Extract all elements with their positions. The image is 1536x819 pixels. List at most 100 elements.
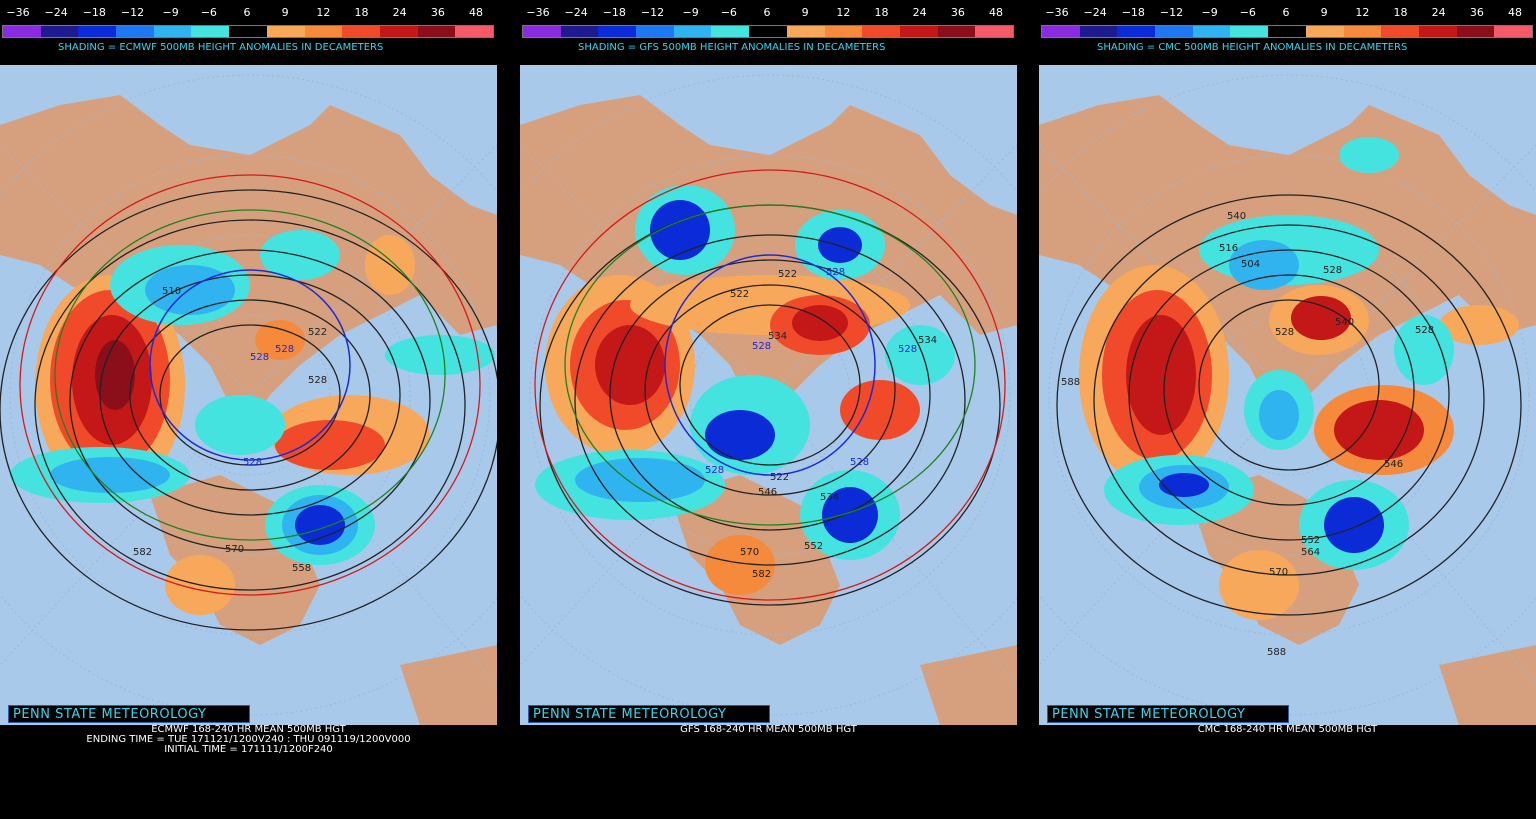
scale-label: 9 bbox=[801, 6, 809, 19]
scale-label: −12 bbox=[120, 6, 145, 19]
land-arctic bbox=[0, 95, 497, 425]
contour-label: 540 bbox=[1227, 211, 1246, 222]
contour-label: 534 bbox=[918, 335, 937, 346]
scale-label: 18 bbox=[354, 6, 369, 19]
contour-label: 528 bbox=[243, 457, 262, 468]
penn-state-branding: PENN STATE METEOROLOGY bbox=[528, 705, 770, 723]
scale-labels: −36 −24 −18 −12 −9 −6 6 9 12 18 24 36 48 bbox=[520, 5, 1014, 21]
scale-swatch bbox=[711, 26, 750, 37]
scale-swatch bbox=[1268, 26, 1306, 37]
scale-swatch bbox=[1117, 26, 1156, 37]
scale-label: −9 bbox=[162, 6, 179, 19]
scale-swatch bbox=[1230, 26, 1269, 37]
scale-swatch bbox=[975, 26, 1013, 37]
scale-swatch bbox=[636, 26, 674, 37]
scale-labels: −36 −24 −18 −12 −9 −6 6 9 12 18 24 36 48 bbox=[0, 5, 494, 21]
scale-swatch bbox=[191, 26, 230, 37]
scale-swatch bbox=[266, 26, 305, 37]
scale-label: −36 bbox=[6, 6, 30, 19]
scale-label: −18 bbox=[602, 6, 626, 19]
scale-label: 48 bbox=[1508, 6, 1522, 19]
scale-swatch bbox=[1042, 26, 1080, 37]
scale-label: 12 bbox=[316, 6, 331, 19]
penn-state-branding: PENN STATE METEOROLOGY bbox=[1047, 705, 1289, 723]
scale-swatch bbox=[3, 26, 41, 37]
contour-label: 528 bbox=[850, 457, 869, 468]
contour-label: 522 bbox=[730, 289, 749, 300]
contour-label: 588 bbox=[1061, 377, 1080, 388]
contour-label: 522 bbox=[308, 327, 327, 338]
scale-label: −6 bbox=[1239, 6, 1256, 19]
scale-swatch bbox=[899, 26, 938, 37]
scale-swatch bbox=[1381, 26, 1419, 37]
scale-swatch bbox=[560, 26, 599, 37]
contour-label: 564 bbox=[1301, 547, 1320, 558]
scale-swatch bbox=[824, 26, 863, 37]
contour-label: 558 bbox=[292, 563, 311, 574]
contour-label: 546 bbox=[1384, 459, 1403, 470]
anomaly-color-scale: −36 −24 −18 −12 −9 −6 6 9 12 18 24 36 48 bbox=[0, 5, 494, 38]
anomaly-color-scale: −36 −24 −18 −12 −9 −6 6 9 12 18 24 36 48 bbox=[520, 5, 1014, 38]
scale-label: 36 bbox=[950, 6, 965, 19]
contour-label: 540 bbox=[1335, 317, 1354, 328]
contour-label: 552 bbox=[1301, 535, 1320, 546]
scale-swatch bbox=[1192, 26, 1231, 37]
map-caption: CMC 168-240 HR MEAN 500MB HGT bbox=[1197, 724, 1378, 735]
scale-label: −12 bbox=[1159, 6, 1184, 19]
contour-label: 534 bbox=[820, 492, 839, 503]
contour-label: 552 bbox=[804, 541, 823, 552]
scale-swatch bbox=[342, 26, 380, 37]
scale-swatch bbox=[1343, 26, 1382, 37]
ecmwf-anomaly-map: 510 522 528 528 528 528 582 570 558 bbox=[0, 65, 497, 725]
scale-swatch bbox=[749, 26, 787, 37]
contour-label: 534 bbox=[768, 331, 787, 342]
scale-swatch bbox=[116, 26, 154, 37]
ecmwf-panel: −36 −24 −18 −12 −9 −6 6 9 12 18 24 36 48 SHADING = E… bbox=[0, 0, 497, 819]
map-subtitle: SHADING = ECMWF 500MB HEIGHT ANOMALIES I… bbox=[58, 42, 384, 53]
contour-label: 582 bbox=[133, 547, 152, 558]
scale-swatch bbox=[673, 26, 712, 37]
map-caption: GFS 168-240 HR MEAN 500MB HGT bbox=[680, 724, 857, 735]
scale-label: −6 bbox=[200, 6, 217, 19]
scale-swatch bbox=[937, 26, 976, 37]
scale-label: 6 bbox=[1282, 6, 1290, 19]
scale-bar bbox=[522, 25, 1014, 38]
map-subtitle: SHADING = CMC 500MB HEIGHT ANOMALIES IN … bbox=[1097, 42, 1408, 53]
scale-label: 24 bbox=[1431, 6, 1446, 19]
scale-swatch bbox=[786, 26, 825, 37]
contour-label: 528 bbox=[705, 465, 724, 476]
scale-label: 12 bbox=[836, 6, 851, 19]
scale-swatch bbox=[40, 26, 79, 37]
scale-label: 48 bbox=[989, 6, 1003, 19]
contour-label: 528 bbox=[826, 267, 845, 278]
scale-swatch bbox=[1456, 26, 1495, 37]
scale-label: 18 bbox=[1393, 6, 1408, 19]
contour-label: 528 bbox=[1415, 325, 1434, 336]
scale-label: 18 bbox=[874, 6, 889, 19]
scale-swatch bbox=[862, 26, 900, 37]
land-south-america bbox=[920, 645, 1017, 725]
scale-label: −36 bbox=[1045, 6, 1069, 19]
contour-label: 582 bbox=[752, 569, 771, 580]
scale-swatch bbox=[455, 26, 493, 37]
contour-label: 528 bbox=[1323, 265, 1342, 276]
contour-label: 528 bbox=[752, 341, 771, 352]
scale-label: −24 bbox=[44, 6, 68, 19]
scale-swatch bbox=[598, 26, 637, 37]
scale-swatch bbox=[379, 26, 418, 37]
scale-label: 48 bbox=[469, 6, 483, 19]
contour-label: 528 bbox=[1275, 327, 1294, 338]
contour-label: 570 bbox=[225, 544, 244, 555]
cmc-anomaly-map: 540 516 504 528 528 540 528 588 552 564 … bbox=[1039, 65, 1536, 725]
gfs-panel: −36 −24 −18 −12 −9 −6 6 9 12 18 24 36 48 SHADING = G… bbox=[520, 0, 1017, 819]
scale-bar bbox=[1041, 25, 1533, 38]
scale-label: 6 bbox=[243, 6, 251, 19]
scale-swatch bbox=[523, 26, 561, 37]
contour-label: 570 bbox=[1269, 567, 1288, 578]
contour-label: 546 bbox=[758, 487, 777, 498]
contour-label: 522 bbox=[778, 269, 797, 280]
scale-label: 36 bbox=[430, 6, 445, 19]
scale-swatch bbox=[1418, 26, 1457, 37]
scale-label: −24 bbox=[564, 6, 588, 19]
scale-label: 9 bbox=[281, 6, 289, 19]
